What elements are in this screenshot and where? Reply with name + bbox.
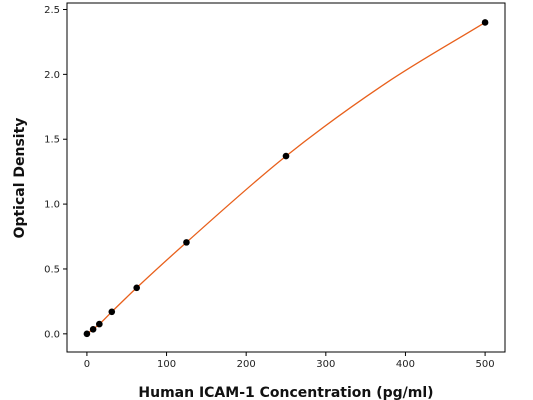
x-tick-label: 500 bbox=[476, 359, 495, 370]
y-axis-ticks: 0.0 0.5 1.0 1.5 2.0 2.5 bbox=[44, 5, 67, 340]
y-tick-label: 1.5 bbox=[44, 135, 60, 146]
x-tick-label: 400 bbox=[396, 359, 415, 370]
plot-area bbox=[66, 2, 506, 353]
data-point bbox=[282, 152, 290, 160]
y-tick-label: 0.0 bbox=[44, 329, 60, 340]
data-point bbox=[89, 325, 97, 333]
y-tick-label: 0.5 bbox=[44, 264, 60, 275]
data-point bbox=[108, 308, 116, 316]
data-point bbox=[183, 239, 190, 246]
x-tick-label: 200 bbox=[237, 359, 256, 370]
data-point bbox=[481, 19, 489, 26]
x-axis-title: Human ICAM-1 Concentration (pg/ml) bbox=[138, 385, 433, 400]
x-tick-label: 0 bbox=[84, 359, 90, 370]
y-axis-title: Optical Density bbox=[12, 118, 28, 239]
y-tick-label: 2.0 bbox=[44, 70, 60, 81]
fit-curve-line bbox=[86, 21, 486, 335]
data-point bbox=[133, 284, 140, 292]
plot-border bbox=[66, 2, 506, 353]
data-point bbox=[83, 330, 91, 338]
data-point bbox=[96, 320, 103, 328]
x-tick-label: 100 bbox=[157, 359, 176, 370]
y-tick-label: 1.0 bbox=[44, 200, 60, 211]
x-tick-label: 300 bbox=[316, 359, 335, 370]
data-points bbox=[83, 19, 489, 338]
y-tick-label: 2.5 bbox=[44, 5, 60, 16]
x-axis-ticks: 0 100 200 300 400 500 bbox=[84, 352, 495, 370]
